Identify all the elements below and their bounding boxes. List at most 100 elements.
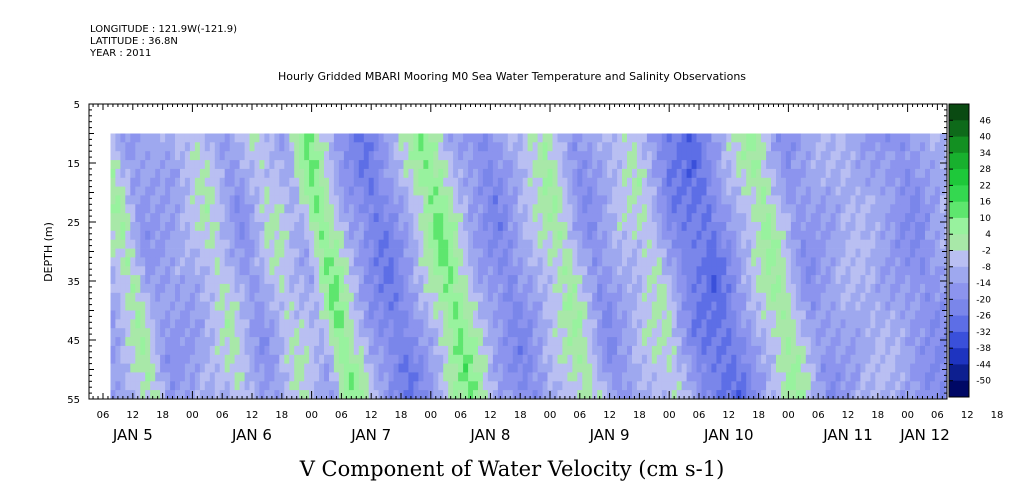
- heatmap-cell: [587, 381, 593, 391]
- heatmap-cell: [443, 239, 449, 249]
- heatmap-cell: [413, 248, 419, 258]
- heatmap-cell: [368, 133, 375, 143]
- heatmap-cell: [319, 222, 325, 232]
- heatmap-cell: [522, 337, 529, 347]
- heatmap-cell: [487, 222, 494, 232]
- heatmap-cell: [562, 275, 568, 285]
- heatmap-cell: [487, 177, 494, 188]
- heatmap-cell: [721, 195, 727, 205]
- heatmap-cell: [264, 213, 270, 223]
- heatmap-cell: [224, 266, 231, 276]
- heatmap-cell: [413, 345, 419, 356]
- heatmap-cell: [612, 248, 618, 258]
- heatmap-cell: [413, 266, 419, 276]
- heatmap-cell: [552, 372, 558, 382]
- heatmap-cell: [607, 275, 613, 285]
- heatmap-cell: [602, 310, 608, 320]
- heatmap-cell: [532, 248, 538, 258]
- heatmap-cell: [890, 310, 896, 320]
- heatmap-cell: [204, 337, 211, 347]
- heatmap-cell: [612, 186, 618, 196]
- heatmap-cell: [597, 168, 603, 179]
- heatmap-cell: [522, 390, 529, 400]
- heatmap-cell: [835, 310, 841, 320]
- heatmap-cell: [751, 186, 757, 196]
- heatmap-cell: [771, 354, 777, 365]
- heatmap-cell: [463, 337, 469, 347]
- heatmap-cell: [537, 177, 543, 188]
- heatmap-cell: [676, 301, 683, 311]
- heatmap-cell: [711, 151, 717, 161]
- heatmap-cell: [701, 195, 707, 205]
- heatmap-cell: [145, 345, 151, 356]
- heatmap-cell: [805, 195, 812, 205]
- heatmap-cell: [905, 257, 911, 267]
- heatmap-cell: [145, 275, 151, 285]
- heatmap-cell: [160, 133, 166, 143]
- heatmap-cell: [696, 213, 702, 223]
- heatmap-cell: [527, 160, 533, 170]
- heatmap-cell: [547, 151, 553, 161]
- heatmap-cell: [716, 204, 722, 214]
- heatmap-cell: [930, 230, 936, 241]
- heatmap-cell: [473, 248, 479, 258]
- heatmap-cell: [671, 230, 678, 241]
- heatmap-cell: [651, 160, 658, 170]
- heatmap-cell: [448, 230, 454, 241]
- heatmap-cell: [209, 301, 216, 311]
- heatmap-cell: [820, 310, 827, 320]
- heatmap-cell: [696, 160, 702, 170]
- heatmap-cell: [150, 310, 156, 320]
- heatmap-cell: [855, 283, 861, 294]
- heatmap-cell: [766, 160, 772, 170]
- heatmap-cell: [716, 257, 722, 267]
- heatmap-cell: [741, 283, 747, 294]
- heatmap-cell: [612, 204, 618, 214]
- heatmap-cell: [478, 186, 484, 196]
- heatmap-cell: [900, 151, 906, 161]
- heatmap-cell: [502, 168, 509, 179]
- heatmap-cell: [333, 363, 340, 373]
- heatmap-cell: [736, 160, 742, 170]
- heatmap-cell: [766, 266, 772, 276]
- heatmap-cell: [120, 195, 126, 205]
- heatmap-cell: [115, 160, 121, 170]
- heatmap-cell: [413, 328, 419, 338]
- heatmap-cell: [860, 319, 866, 329]
- heatmap-cell: [795, 328, 802, 338]
- heatmap-cell: [696, 257, 702, 267]
- heatmap-cell: [915, 213, 921, 223]
- heatmap-cell: [845, 230, 851, 241]
- heatmap-cell: [125, 266, 131, 276]
- heatmap-cell: [885, 363, 891, 373]
- heatmap-cell: [716, 345, 722, 356]
- heatmap-cell: [910, 292, 916, 302]
- heatmap-cell: [582, 186, 588, 196]
- heatmap-cell: [438, 337, 444, 347]
- heatmap-cell: [155, 195, 161, 205]
- heatmap-cell: [294, 222, 300, 232]
- heatmap-cell: [264, 195, 270, 205]
- heatmap-cell: [915, 275, 921, 285]
- heatmap-cell: [890, 142, 896, 152]
- heatmap-cell: [557, 319, 563, 329]
- heatmap-cell: [840, 168, 846, 179]
- heatmap-cell: [800, 266, 807, 276]
- heatmap-cell: [602, 248, 608, 258]
- heatmap-cell: [820, 328, 827, 338]
- heatmap-cell: [696, 222, 702, 232]
- heatmap-cell: [155, 283, 161, 294]
- heatmap-cell: [482, 310, 489, 320]
- heatmap-cell: [348, 345, 355, 356]
- heatmap-cell: [408, 257, 414, 267]
- heatmap-cell: [582, 372, 588, 382]
- heatmap-cell: [766, 133, 772, 143]
- heatmap-cell: [348, 195, 355, 205]
- heatmap-cell: [701, 319, 707, 329]
- heatmap-cell: [259, 372, 265, 382]
- heatmap-cell: [418, 390, 424, 400]
- heatmap-cell: [840, 275, 846, 285]
- heatmap-cell: [587, 222, 593, 232]
- heatmap-cell: [736, 266, 742, 276]
- heatmap-cell: [711, 213, 717, 223]
